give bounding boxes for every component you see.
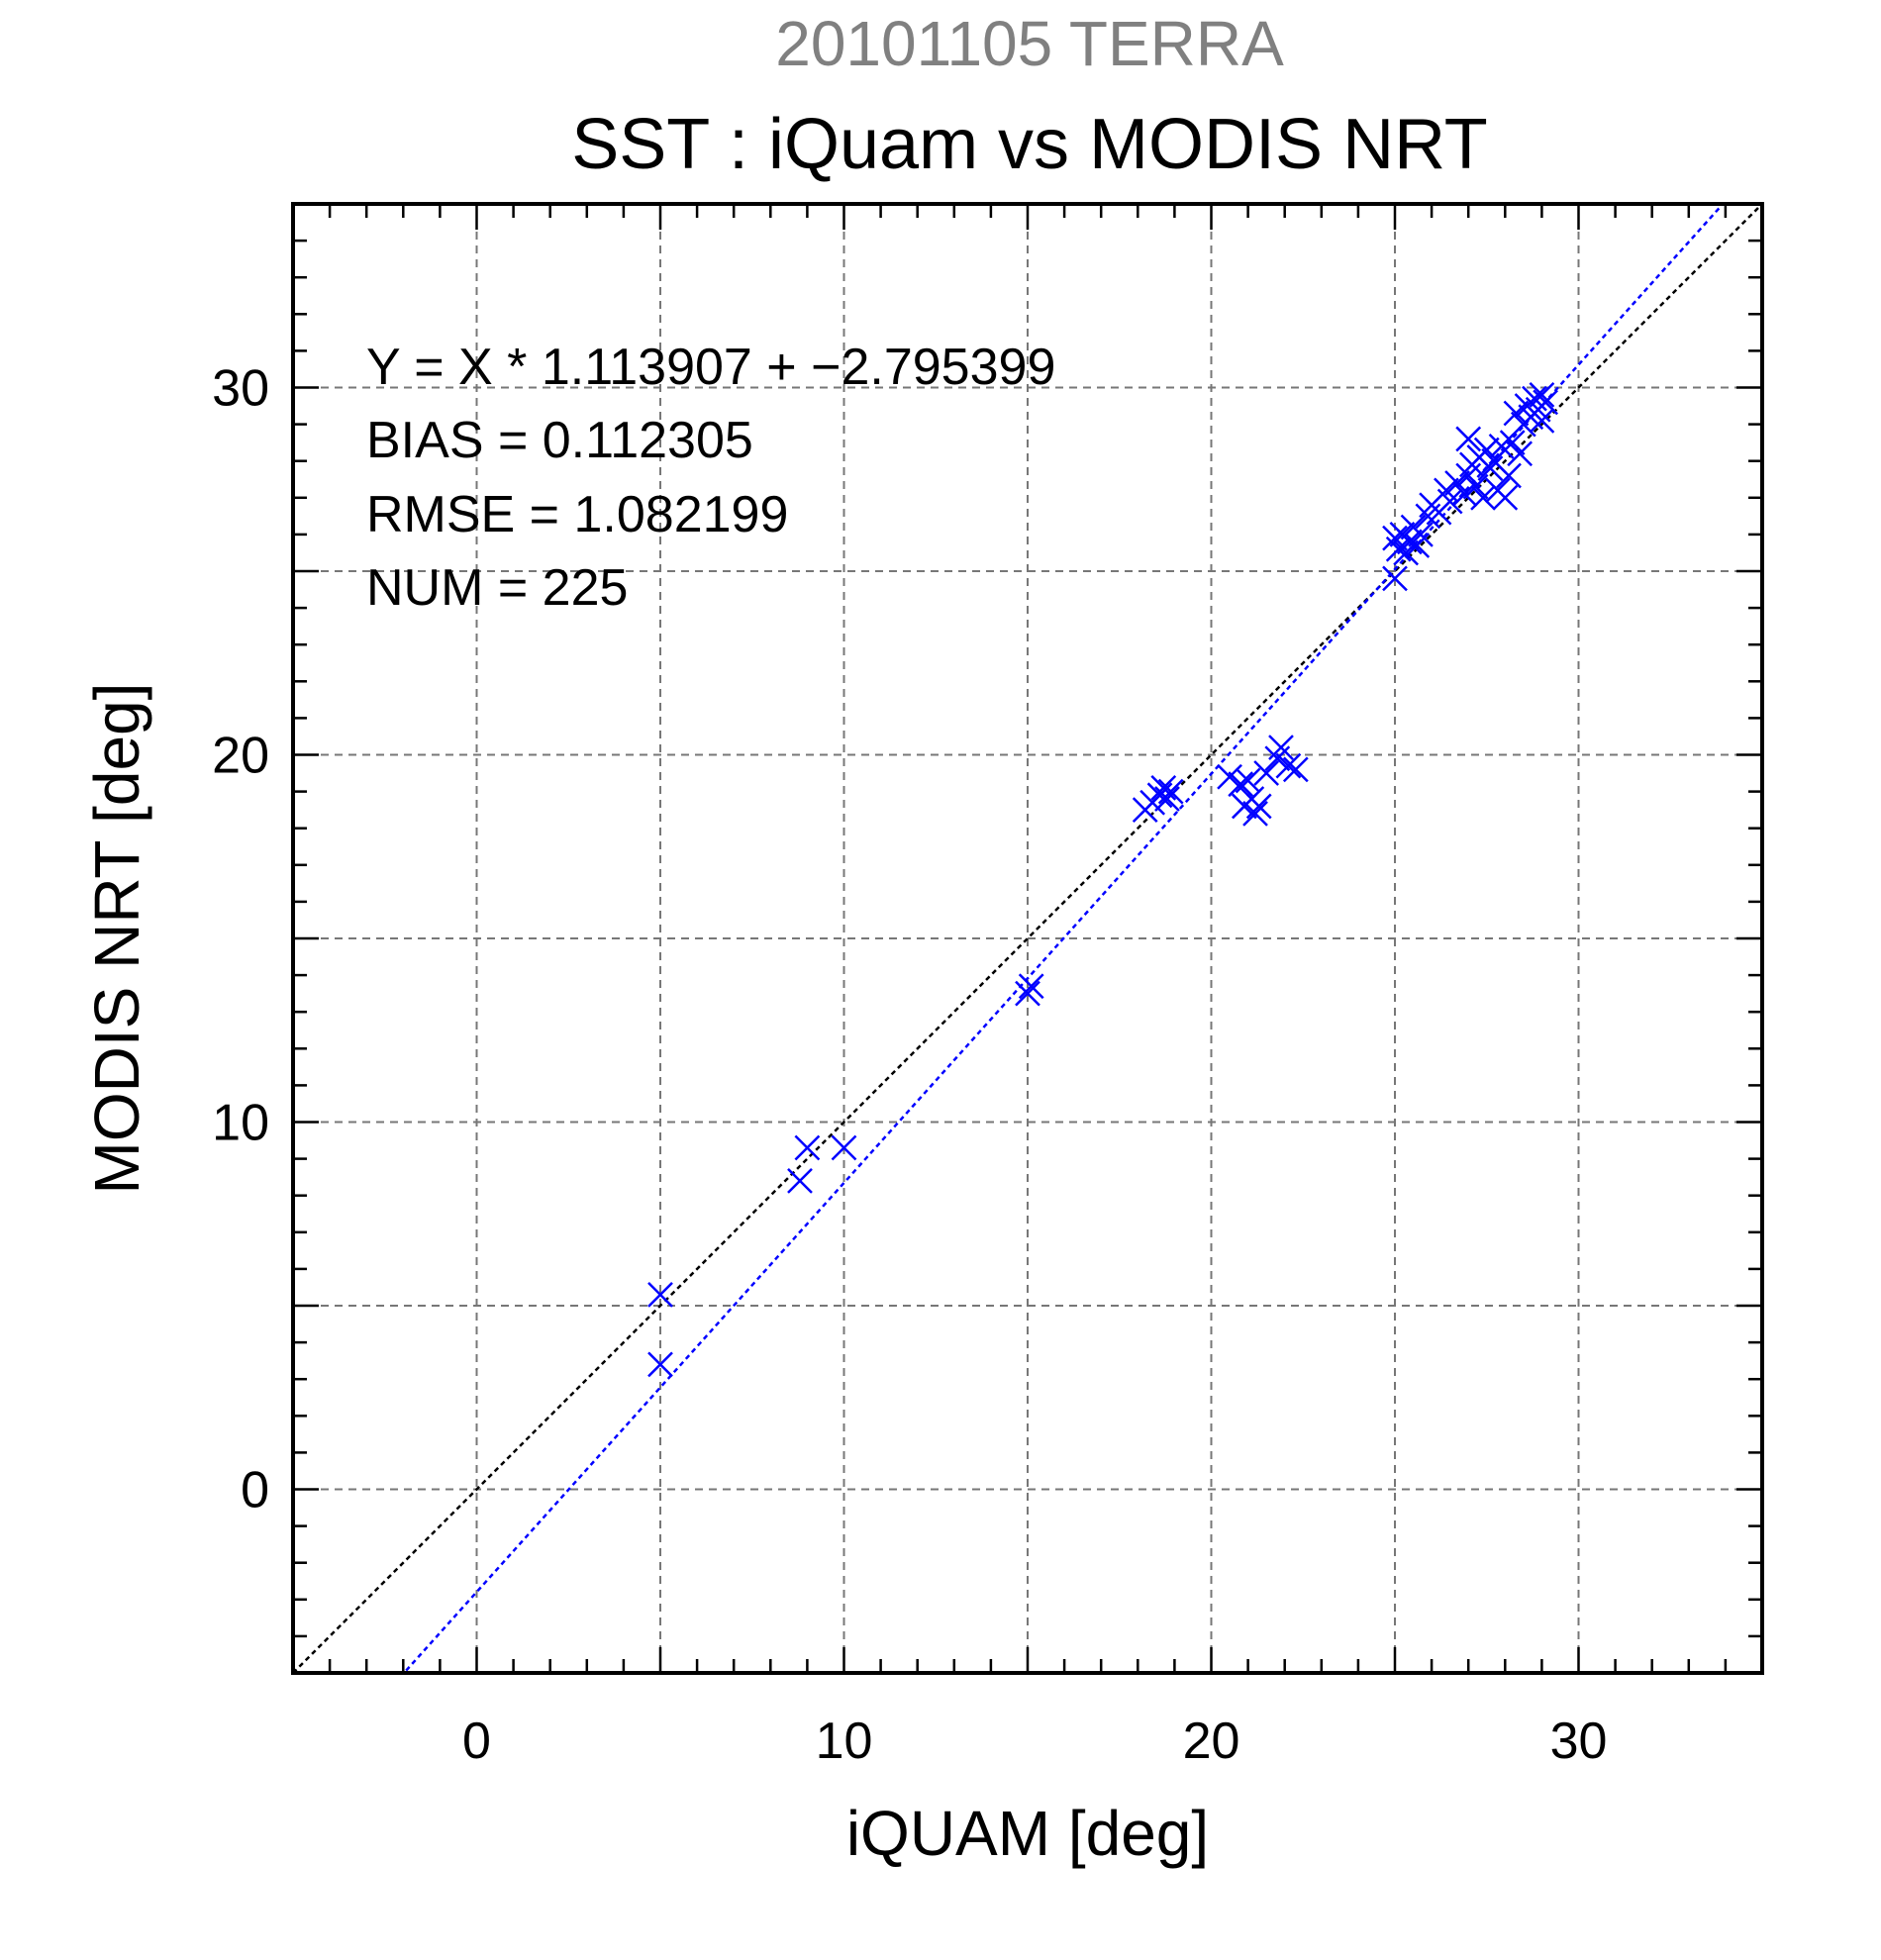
axis-ticks [291, 202, 1764, 1675]
data-point [1157, 778, 1184, 805]
x-tick-label: 10 [816, 1713, 873, 1770]
stat-equation: Y = X * 1.113907 + −2.795399 [366, 339, 1055, 396]
x-axis-title: iQUAM [deg] [846, 1798, 1209, 1869]
data-point [1436, 488, 1463, 515]
x-tick-label: 0 [462, 1713, 491, 1770]
data-point [1503, 400, 1530, 427]
data-point [1396, 529, 1423, 555]
data-point [1245, 793, 1272, 820]
data-point [1154, 786, 1180, 812]
data-point [1235, 767, 1261, 794]
data-point [787, 1167, 813, 1194]
data-point [1496, 462, 1522, 489]
data-point [1018, 973, 1044, 1000]
data-point [1507, 441, 1534, 467]
chart-title: SST : iQuam vs MODIS NRT [571, 105, 1488, 184]
data-point [1408, 522, 1434, 547]
data-point [1242, 800, 1268, 827]
stat-num: NUM = 225 [366, 559, 628, 617]
tick-labels: 0 10 20 30 0 10 20 30 [212, 360, 1607, 1771]
x-tick-label: 30 [1550, 1713, 1608, 1770]
data-point [1015, 980, 1040, 1007]
data-point [647, 1351, 673, 1378]
data-point [1253, 760, 1280, 786]
y-tick-label: 0 [241, 1462, 269, 1519]
y-tick-label: 20 [212, 728, 269, 785]
data-point [1492, 484, 1519, 511]
y-tick-label: 30 [212, 360, 269, 418]
data-point [647, 1281, 673, 1308]
data-point [1382, 565, 1408, 592]
data-point [1275, 752, 1302, 779]
y-tick-label: 10 [212, 1095, 269, 1152]
data-point [1228, 771, 1254, 798]
data-points [647, 382, 1558, 1378]
grid [293, 204, 1762, 1673]
data-point [1462, 473, 1489, 500]
stats-box: Y = X * 1.113907 + −2.795399 BIAS = 0.11… [366, 339, 1055, 617]
y-axis-title: MODIS NRT [deg] [81, 683, 152, 1195]
stat-rmse: RMSE = 1.082199 [366, 486, 788, 543]
data-point [1470, 484, 1496, 511]
stat-bias: BIAS = 0.112305 [366, 412, 753, 469]
data-point [1529, 382, 1555, 408]
data-point [1268, 735, 1294, 760]
x-tick-label: 20 [1183, 1713, 1240, 1770]
chart-supertitle: 20101105 TERRA [775, 8, 1284, 79]
data-point [1455, 426, 1482, 452]
data-point [794, 1134, 821, 1161]
data-point [831, 1134, 857, 1161]
plot-frame [291, 202, 1764, 1675]
data-point [1533, 389, 1558, 416]
data-point [1282, 756, 1309, 783]
data-point [1477, 455, 1504, 482]
data-point [1499, 430, 1526, 456]
fit-line [402, 204, 1726, 1673]
